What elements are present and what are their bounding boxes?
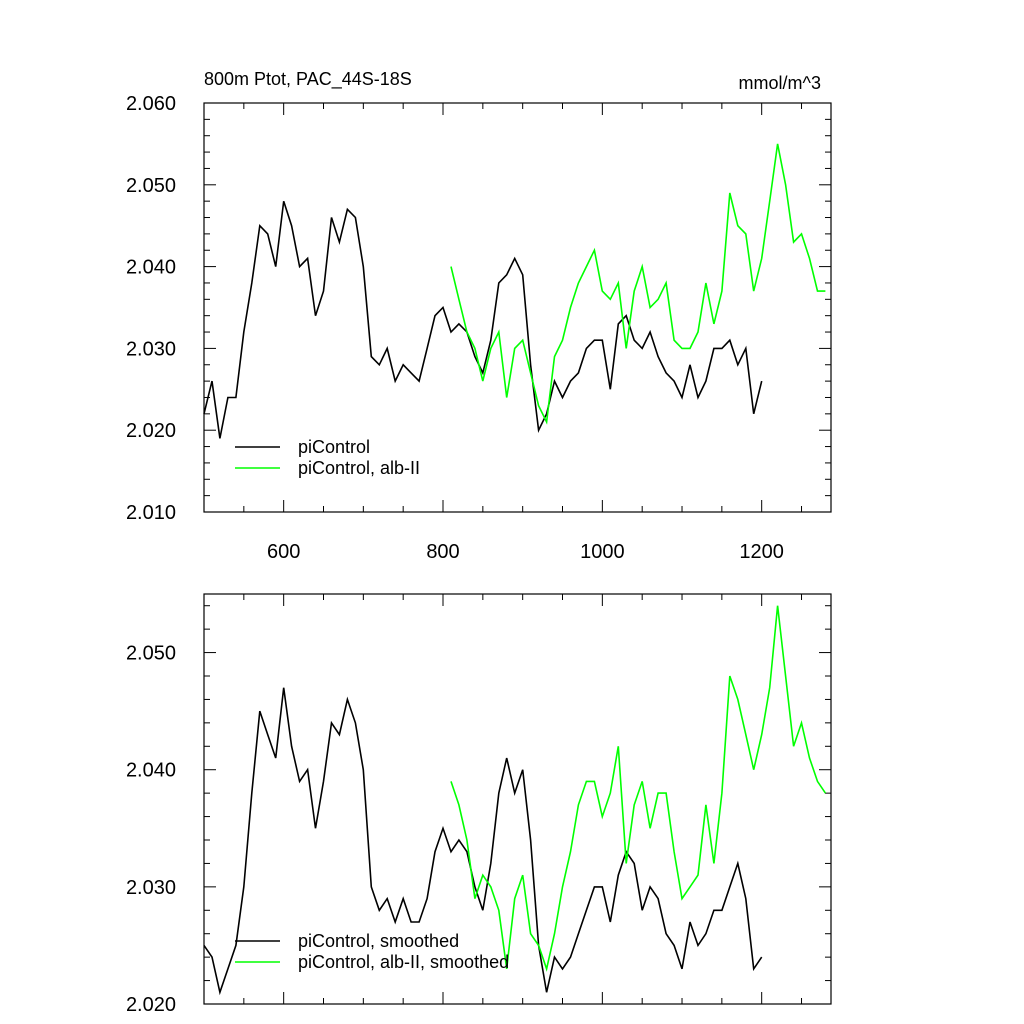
data-line [203, 200, 763, 439]
y-tick-label: 2.030 [126, 338, 176, 360]
y-tick-label: 2.010 [126, 502, 176, 524]
chart-title: 800m Ptot, PAC_44S-18S [204, 69, 412, 90]
y-tick-label: 2.040 [126, 760, 176, 782]
y-tick-label: 2.050 [126, 175, 176, 197]
data-line [450, 143, 826, 425]
y-tick-label: 2.020 [126, 994, 176, 1016]
legend-label: piControl [298, 437, 370, 457]
legend-label: piControl, smoothed [298, 931, 459, 951]
x-tick-label: 600 [267, 541, 300, 563]
y-tick-label: 2.060 [126, 93, 176, 115]
data-line [450, 605, 827, 972]
plot-frame [203, 102, 832, 513]
y-tick-label: 2.040 [126, 257, 176, 279]
data-line [203, 687, 763, 996]
x-tick-label: 800 [426, 541, 459, 563]
plot-frame [203, 593, 832, 1005]
legend-label: piControl, alb-II, smoothed [298, 952, 509, 972]
legend-label: piControl, alb-II [298, 458, 420, 478]
y-tick-label: 2.030 [126, 877, 176, 899]
x-tick-label: 1000 [580, 541, 625, 563]
y-tick-label: 2.050 [126, 643, 176, 665]
y-tick-label: 2.020 [126, 420, 176, 442]
x-tick-label: 1200 [739, 541, 784, 563]
units-label: mmol/m^3 [739, 73, 821, 93]
